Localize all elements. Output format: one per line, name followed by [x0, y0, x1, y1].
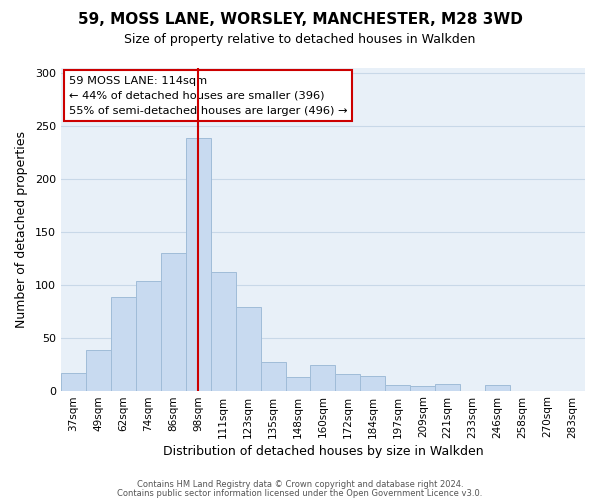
Y-axis label: Number of detached properties: Number of detached properties [15, 130, 28, 328]
Bar [410, 386, 435, 390]
Bar [485, 386, 510, 390]
Text: Size of property relative to detached houses in Walkden: Size of property relative to detached ho… [124, 32, 476, 46]
Bar [236, 307, 260, 390]
Bar [361, 376, 385, 390]
Bar [260, 362, 286, 390]
X-axis label: Distribution of detached houses by size in Walkden: Distribution of detached houses by size … [163, 444, 483, 458]
Bar [86, 350, 111, 391]
Bar [161, 253, 186, 390]
Bar [111, 298, 136, 390]
Bar [286, 377, 310, 390]
Text: 59, MOSS LANE, WORSLEY, MANCHESTER, M28 3WD: 59, MOSS LANE, WORSLEY, MANCHESTER, M28 … [77, 12, 523, 28]
Bar [310, 365, 335, 390]
Bar [136, 282, 161, 391]
Bar [435, 384, 460, 390]
Bar [211, 272, 236, 390]
Bar [385, 386, 410, 390]
Bar [335, 374, 361, 390]
Bar [186, 138, 211, 390]
Text: Contains HM Land Registry data © Crown copyright and database right 2024.: Contains HM Land Registry data © Crown c… [137, 480, 463, 489]
Bar [61, 372, 86, 390]
Text: 59 MOSS LANE: 114sqm
← 44% of detached houses are smaller (396)
55% of semi-deta: 59 MOSS LANE: 114sqm ← 44% of detached h… [69, 76, 347, 116]
Text: Contains public sector information licensed under the Open Government Licence v3: Contains public sector information licen… [118, 488, 482, 498]
